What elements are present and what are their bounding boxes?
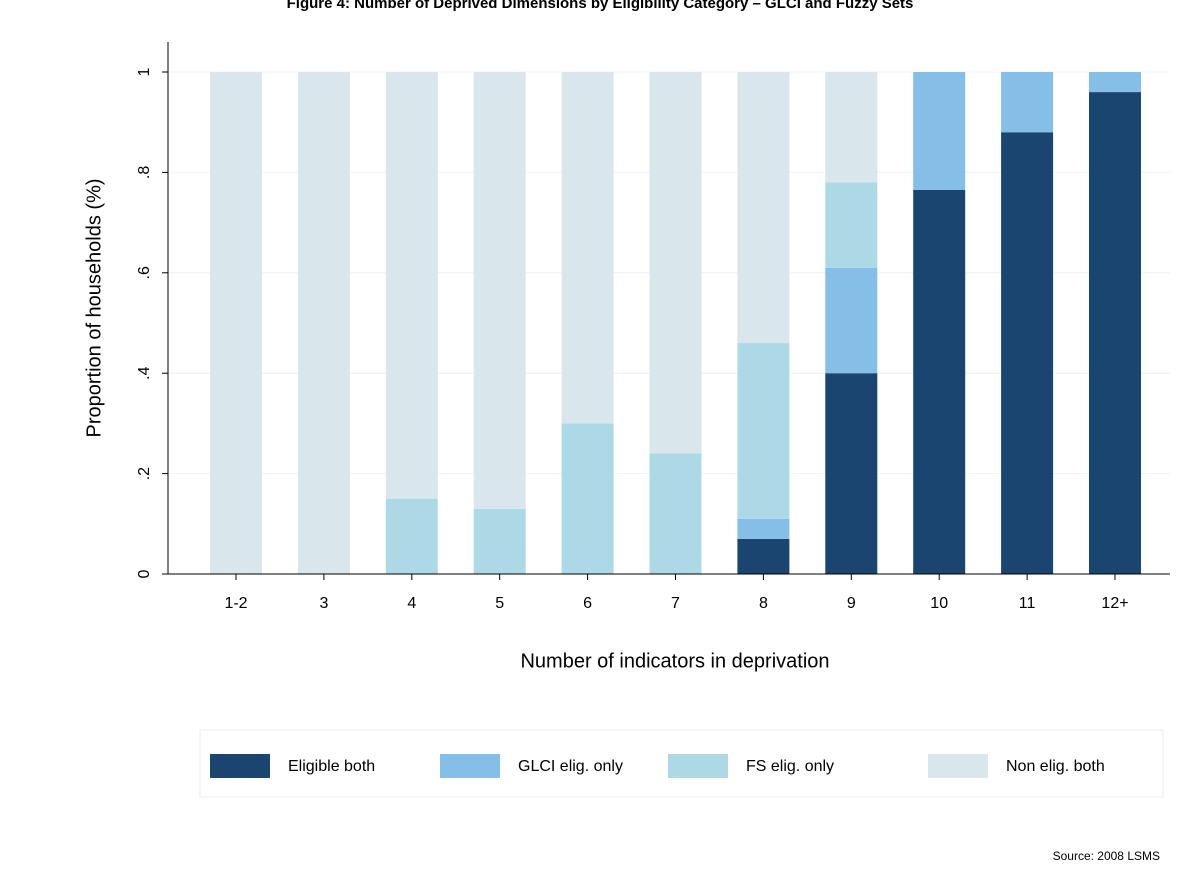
legend-swatch <box>440 754 500 778</box>
bar-segment <box>297 72 350 574</box>
bar-segment <box>913 189 966 574</box>
bar-segment <box>1089 72 1141 93</box>
bar-segment <box>737 72 790 344</box>
legend-swatch <box>668 754 728 778</box>
bar-segment <box>1089 92 1141 574</box>
x-tick-label: 6 <box>583 595 592 612</box>
bar-segment <box>210 72 262 574</box>
legend-swatch <box>210 754 270 778</box>
bar-segment <box>825 182 878 268</box>
bar-segment <box>649 72 702 454</box>
bar-segment <box>825 72 878 183</box>
legend-swatch <box>928 754 988 778</box>
x-tick-label: 9 <box>847 595 856 612</box>
x-tick-label: 1-2 <box>224 595 247 612</box>
y-tick-label: 0 <box>136 569 153 578</box>
legend-label: FS elig. only <box>746 758 834 775</box>
legend-label: Eligible both <box>288 758 375 775</box>
chart-title: Figure 4: Number of Deprived Dimensions … <box>287 0 914 12</box>
bar-segment <box>913 72 966 190</box>
y-tick-label: .6 <box>136 266 153 279</box>
bar-segment <box>737 518 790 539</box>
bar-segment <box>385 72 438 499</box>
legend-label: Non elig. both <box>1006 758 1105 775</box>
bar-segment <box>473 508 526 574</box>
x-tick-label: 8 <box>759 595 768 612</box>
bar-segment <box>737 538 790 574</box>
bar-segment <box>737 343 790 519</box>
x-tick-label: 11 <box>1019 595 1036 612</box>
y-tick-label: .2 <box>136 467 153 480</box>
bar-segment <box>385 498 438 574</box>
bar-segment <box>825 267 878 374</box>
bar-segment <box>649 453 702 574</box>
source-note: Source: 2008 LSMS <box>1053 849 1160 863</box>
y-tick-label: .4 <box>136 366 153 379</box>
legend-label: GLCI elig. only <box>518 758 623 775</box>
bar-segment <box>561 72 614 424</box>
x-tick-label: 12+ <box>1101 595 1128 612</box>
bar-segment <box>1001 132 1054 575</box>
x-axis-label: Number of indicators in deprivation <box>520 650 829 672</box>
y-axis-label: Proportion of households (%) <box>83 178 105 437</box>
x-tick-label: 7 <box>671 595 680 612</box>
x-tick-label: 4 <box>407 595 416 612</box>
y-tick-label: 1 <box>136 67 153 76</box>
bar-segment <box>561 423 614 574</box>
bar-segment <box>1001 72 1054 133</box>
bar-segment <box>825 373 878 574</box>
x-tick-label: 3 <box>319 595 328 612</box>
x-tick-label: 5 <box>495 595 504 612</box>
y-tick-label: .8 <box>136 166 153 179</box>
bar-segment <box>473 72 526 509</box>
x-tick-label: 10 <box>930 595 948 612</box>
